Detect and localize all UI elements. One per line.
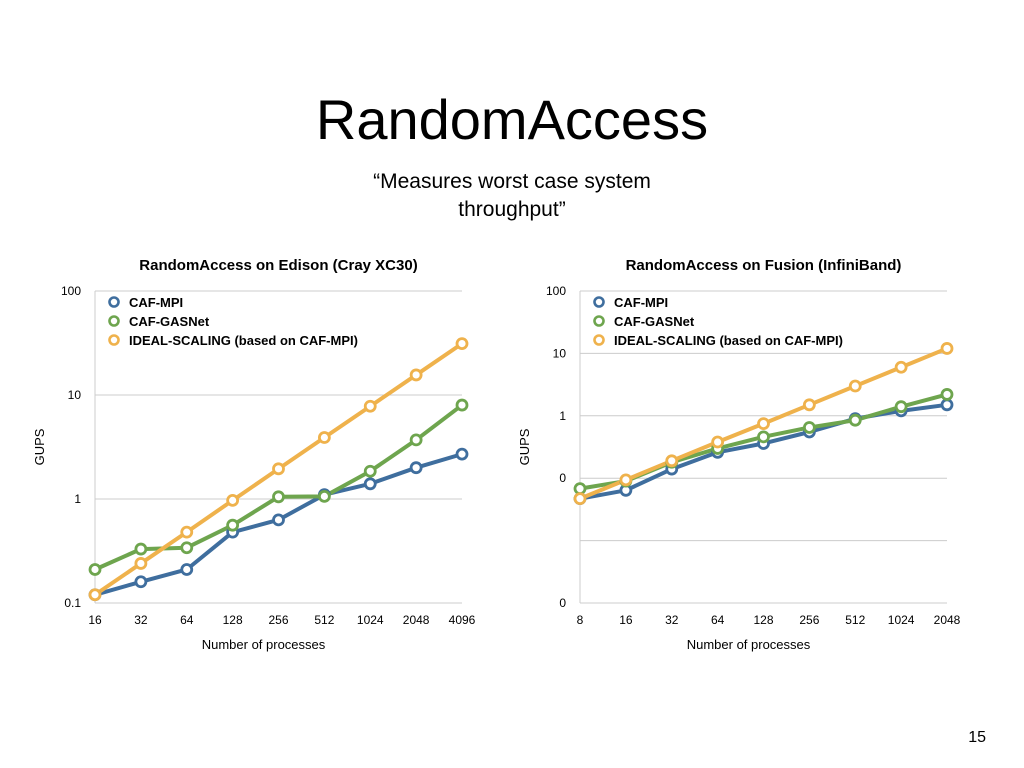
- fusion-x-tick-label: 16: [619, 613, 633, 627]
- fusion-data-point: [802, 421, 816, 434]
- edison-x-tick-label: 256: [268, 613, 288, 627]
- edison-chart-title: RandomAccess on Edison (Cray XC30): [139, 257, 417, 274]
- fusion-data-point: [573, 492, 587, 506]
- slide-subtitle: “Measures worst case system throughput”: [312, 168, 712, 224]
- edison-x-tick-label: 1024: [357, 613, 384, 627]
- edison-legend-marker: [108, 315, 120, 327]
- fusion-data-point: [757, 430, 770, 444]
- edison-data-point: [226, 493, 240, 507]
- fusion-legend-marker: [593, 334, 605, 346]
- edison-y-tick-label: 10: [68, 388, 82, 402]
- edison-data-point: [363, 477, 377, 491]
- edison-data-point: [409, 368, 423, 382]
- chart-edison-svg: RandomAccess on Edison (Cray XC30) 0.1 1 10…: [32, 257, 476, 652]
- fusion-data-point: [894, 360, 908, 374]
- chart-fusion: RandomAccess on Fusion (InfiniBand) 0 0 1 10…: [505, 248, 975, 668]
- fusion-x-tick-label: 512: [845, 613, 865, 627]
- edison-data-point: [455, 398, 469, 412]
- subtitle-line-2: throughput”: [458, 198, 566, 221]
- fusion-legend-label: CAF-MPI: [614, 295, 668, 310]
- fusion-x-tick-label: 256: [799, 613, 819, 627]
- fusion-x-tick-label: 2048: [934, 613, 961, 627]
- subtitle-line-1: “Measures worst case system: [373, 170, 651, 193]
- edison-data-point: [180, 563, 194, 576]
- edison-x-tick-label: 64: [180, 613, 194, 627]
- fusion-data-point: [848, 413, 862, 427]
- fusion-data-point: [940, 388, 954, 401]
- edison-x-tick-label: 16: [88, 613, 102, 627]
- fusion-data-point: [757, 417, 770, 430]
- fusion-y-tick-label: 100: [546, 284, 566, 298]
- edison-x-tick-label: 512: [314, 613, 334, 627]
- fusion-data-point: [665, 454, 679, 468]
- edison-data-point: [88, 588, 102, 602]
- fusion-y-tick-label: 0: [559, 471, 566, 485]
- fusion-data-point: [802, 398, 816, 412]
- chart-fusion-svg: RandomAccess on Fusion (InfiniBand) 0 0 1 10…: [517, 257, 961, 652]
- fusion-x-tick-label: 32: [665, 613, 679, 627]
- edison-data-point: [409, 433, 423, 447]
- edison-y-tick-label: 100: [61, 284, 81, 298]
- fusion-data-point: [894, 400, 908, 414]
- edison-data-point: [317, 489, 331, 503]
- edison-data-point: [134, 542, 148, 556]
- edison-data-point: [88, 563, 102, 576]
- edison-x-axis-label: Number of processes: [202, 637, 326, 652]
- fusion-data-point: [940, 398, 954, 412]
- fusion-legend-marker: [593, 296, 605, 308]
- edison-data-point: [272, 490, 285, 504]
- edison-x-tick-label: 128: [223, 613, 243, 627]
- fusion-legend-label: CAF-GASNet: [614, 314, 695, 329]
- fusion-data-point: [573, 482, 587, 496]
- fusion-data-point: [848, 379, 862, 393]
- edison-data-point: [134, 557, 148, 570]
- edison-data-point: [455, 447, 469, 461]
- fusion-y-tick-label: 1: [559, 409, 566, 423]
- edison-data-point: [272, 513, 285, 527]
- slide-title: RandomAccess: [315, 88, 709, 151]
- chart-edison: RandomAccess on Edison (Cray XC30) 0.1 1 10…: [20, 248, 490, 668]
- fusion-y-tick-label: 0: [559, 596, 566, 610]
- fusion-chart-title: RandomAccess on Fusion (InfiniBand): [626, 257, 902, 274]
- fusion-data-point: [711, 435, 725, 449]
- edison-y-tick-label: 0.1: [64, 596, 81, 610]
- edison-y-axis-label: GUPS: [32, 428, 47, 465]
- edison-data-point: [180, 541, 194, 555]
- fusion-legend-marker: [593, 315, 605, 327]
- edison-data-point: [409, 461, 423, 475]
- edison-series-line-1: [93, 403, 464, 572]
- fusion-x-tick-label: 128: [753, 613, 773, 627]
- fusion-data-point: [940, 342, 954, 355]
- edison-legend-label: IDEAL-SCALING (based on CAF-MPI): [129, 333, 358, 348]
- edison-data-point: [272, 462, 285, 476]
- fusion-legend-label: IDEAL-SCALING (based on CAF-MPI): [614, 333, 843, 348]
- page-number: 15: [968, 729, 986, 746]
- edison-data-point: [180, 525, 194, 539]
- fusion-y-axis-label: GUPS: [517, 428, 532, 465]
- edison-data-point: [317, 431, 331, 444]
- fusion-y-tick-label: 10: [553, 346, 567, 360]
- edison-legend-marker: [108, 334, 120, 346]
- edison-x-tick-label: 32: [134, 613, 148, 627]
- fusion-x-axis-label: Number of processes: [687, 637, 811, 652]
- edison-data-point: [455, 337, 469, 351]
- fusion-data-point: [619, 473, 633, 487]
- edison-legend-label: CAF-MPI: [129, 295, 183, 310]
- edison-data-point: [363, 399, 377, 413]
- edison-data-point: [134, 575, 148, 589]
- edison-x-tick-label: 2048: [403, 613, 430, 627]
- fusion-x-tick-label: 1024: [888, 613, 915, 627]
- fusion-x-tick-label: 64: [711, 613, 725, 627]
- edison-legend-marker: [108, 296, 120, 308]
- edison-y-tick-label: 1: [74, 492, 81, 506]
- edison-data-point: [363, 464, 377, 478]
- fusion-x-tick-label: 8: [577, 613, 584, 627]
- edison-legend-label: CAF-GASNet: [129, 314, 210, 329]
- edison-data-point: [226, 518, 240, 532]
- edison-x-tick-label: 4096: [449, 613, 476, 627]
